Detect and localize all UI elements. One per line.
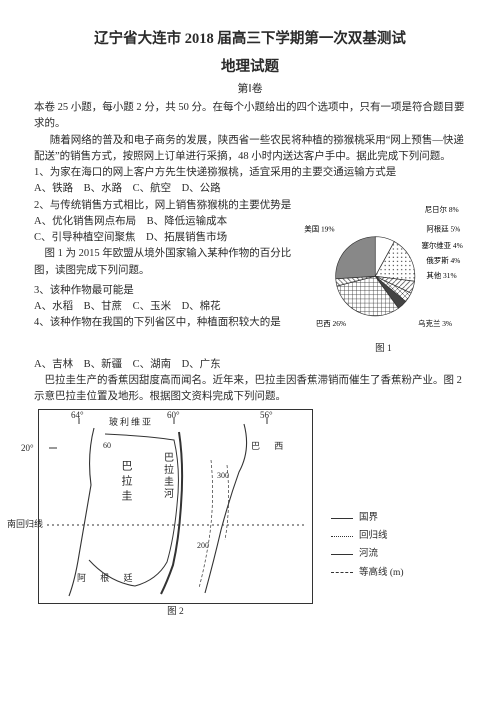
q3-options: A、水稻 B、甘蔗 C、玉米 D、棉花 bbox=[34, 299, 297, 315]
section-subtitle: 第Ⅰ卷 bbox=[34, 81, 466, 98]
map-lat-20: 20° bbox=[21, 442, 34, 456]
legend-contour: 等高线 (m) bbox=[331, 564, 404, 582]
map-figure: 64° 60° 56° 20° 南回归线 玻利维亚 巴 西 巴拉圭 阿 根 廷 … bbox=[38, 409, 313, 604]
passage-1: 随着网络的普及和电子商务的发展，陕西省一些农民将种植的猕猴桃采用“网上预售—快递… bbox=[34, 133, 466, 166]
map-bolivia: 玻利维亚 bbox=[109, 416, 153, 430]
map-argentina: 阿 根 廷 bbox=[77, 572, 139, 586]
q1-stem: 1、为家在海口的网上客户方先生快递猕猴桃，适宜采用的主要交通运输方式是 bbox=[34, 165, 466, 181]
q2-opt-cd: C、引导种植空间聚焦 D、拓展销售市场 bbox=[34, 230, 297, 246]
q4-stem: 4、该种作物在我国的下列省区中，种植面积较大的是 bbox=[34, 315, 297, 331]
q3-stem: 3、该种作物最可能是 bbox=[34, 283, 297, 299]
pie-lbl-ukraine: 乌克兰 3% bbox=[418, 317, 452, 327]
instructions: 本卷 25 小题，每小题 2 分，共 50 分。在每个小题给出的四个选项中，只有… bbox=[34, 100, 466, 133]
exam-title-1: 辽宁省大连市 2018 届高三下学期第一次双基测试 bbox=[34, 28, 466, 50]
pie-lbl-serbia: 塞尔维亚 4% bbox=[421, 240, 462, 250]
legend-river: 河流 bbox=[331, 545, 404, 563]
legend-border-text: 国界 bbox=[359, 509, 378, 527]
map-legend: 国界 回归线 河流 等高线 (m) bbox=[331, 509, 404, 581]
fig2-caption: 图 2 bbox=[39, 605, 312, 620]
map-brazil: 巴 西 bbox=[251, 440, 289, 454]
map-river: 巴拉圭河 bbox=[159, 452, 175, 500]
q4-options: A、吉林 B、新疆 C、湖南 D、广东 bbox=[34, 357, 466, 373]
legend-river-text: 河流 bbox=[359, 545, 378, 563]
q2-stem: 2、与传统销售方式相比，网上销售猕猴桃的主要优势是 bbox=[34, 198, 297, 214]
map-h1: 60 bbox=[103, 440, 111, 452]
map-lon-64: 64° bbox=[71, 409, 84, 423]
pie-lbl-brazil: 巴西 26% bbox=[316, 318, 346, 327]
pie-lbl-nigeria: 尼日尔 8% bbox=[425, 203, 459, 213]
map-tropic-lbl: 南回归线 bbox=[7, 518, 43, 532]
legend-contour-text: 等高线 (m) bbox=[359, 564, 404, 582]
pie-lbl-argentina: 阿根廷 5% bbox=[426, 223, 460, 233]
map-lon-56: 56° bbox=[260, 409, 273, 423]
q1-options: A、铁路 B、水路 C、航空 D、公路 bbox=[34, 181, 466, 197]
map-paraguay: 巴拉圭 bbox=[117, 460, 134, 505]
fig1-caption: 图 1 bbox=[301, 342, 466, 357]
legend-tropic: 回归线 bbox=[331, 527, 404, 545]
map-lon-60: 60° bbox=[167, 409, 180, 423]
exam-title-2: 地理试题 bbox=[34, 56, 466, 78]
q2-opt-ab: A、优化销售网点布局 B、降低运输成本 bbox=[34, 214, 297, 230]
fig1-intro: 图 1 为 2015 年欧盟从境外国家输入某种作物的百分比图，读图完成下列问题。 bbox=[34, 246, 297, 279]
legend-tropic-text: 回归线 bbox=[359, 527, 388, 545]
pie-chart-svg: 尼日尔 8% 美国 19% 阿根廷 5% 塞尔维亚 4% 俄罗斯 4% 其他 3… bbox=[301, 202, 466, 334]
pie-chart-figure: 尼日尔 8% 美国 19% 阿根廷 5% 塞尔维亚 4% 俄罗斯 4% 其他 3… bbox=[301, 202, 466, 357]
map-h2: 300 bbox=[217, 470, 229, 482]
legend-border: 国界 bbox=[331, 509, 404, 527]
pie-lbl-russia: 俄罗斯 4% bbox=[426, 255, 460, 265]
map-h3: 200 bbox=[197, 540, 209, 552]
passage-2: 巴拉圭生产的香蕉因甜度高而闻名。近年来，巴拉圭因香蕉滞销而催生了香蕉粉产业。图 … bbox=[34, 373, 466, 406]
pie-lbl-other: 其他 31% bbox=[426, 269, 456, 279]
pie-lbl-usa: 美国 19% bbox=[304, 223, 334, 233]
